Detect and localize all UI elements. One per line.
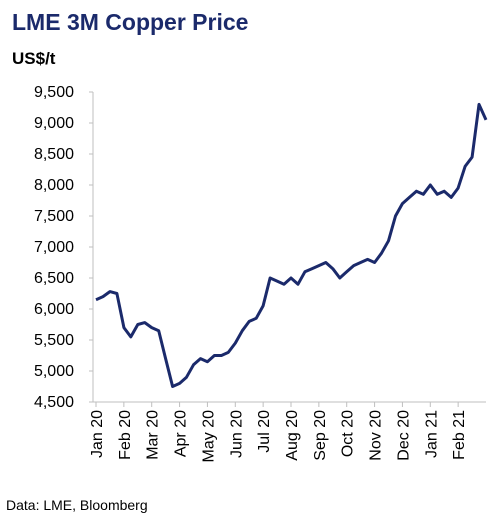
x-tick-label: May 20 — [200, 410, 217, 463]
x-tick-label: Feb 20 — [117, 410, 134, 460]
x-tick-label: Jun 20 — [228, 410, 245, 458]
chart-title: LME 3M Copper Price — [12, 9, 248, 35]
x-tick-label: Nov 20 — [368, 410, 385, 461]
x-tick-label: Dec 20 — [395, 410, 412, 461]
y-axis-label: US$/t — [12, 49, 56, 68]
y-tick-label: 8,000 — [34, 177, 74, 194]
y-tick-label: 5,000 — [34, 363, 74, 380]
y-tick-label: 4,500 — [34, 394, 74, 411]
x-tick-label: Sep 20 — [312, 410, 329, 461]
x-tick-label: Jan 20 — [89, 410, 106, 458]
x-tick-label: Jul 20 — [256, 410, 273, 453]
y-tick-label: 6,500 — [34, 270, 74, 287]
x-tick-label: Jan 21 — [423, 410, 440, 458]
y-tick-label: 9,000 — [34, 115, 74, 132]
y-tick-label: 6,000 — [34, 301, 74, 318]
y-tick-label: 8,500 — [34, 146, 74, 163]
x-tick-label: Apr 20 — [173, 410, 190, 457]
y-tick-label: 7,000 — [34, 239, 74, 256]
source: Data: LME, Bloomberg — [6, 497, 148, 513]
y-tick-label: 7,500 — [34, 208, 74, 225]
x-tick-label: Feb 21 — [451, 410, 468, 460]
y-tick-label: 9,500 — [34, 84, 74, 101]
price-line — [95, 102, 488, 388]
y-tick-label: 5,500 — [34, 332, 74, 349]
x-tick-label: Mar 20 — [145, 410, 162, 460]
x-tick-label: Aug 20 — [284, 410, 301, 461]
x-tick-label: Oct 20 — [340, 410, 357, 457]
